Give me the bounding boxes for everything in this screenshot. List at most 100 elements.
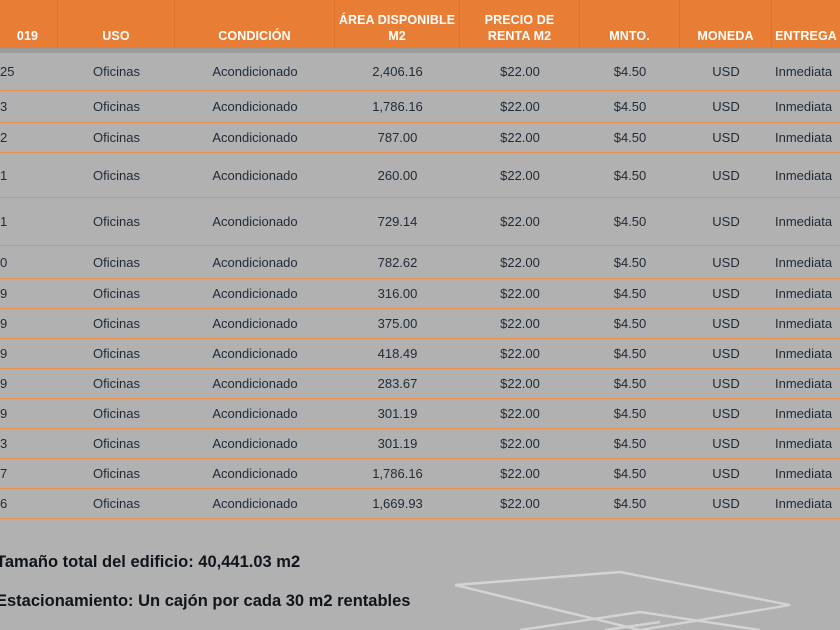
table-row[interactable]: 3 Oficinas Acondicionado 301.19 $22.00 $4.50 U… <box>0 429 840 459</box>
cell-piso: 1 <box>0 167 8 183</box>
cell-condicion: Acondicionado <box>212 316 298 331</box>
cell-condicion: Acondicionado <box>212 406 298 421</box>
cell-area: 283.67 <box>377 376 418 391</box>
cell-uso: Oficinas <box>93 496 140 511</box>
cell-piso: 9 <box>0 346 8 361</box>
cell-moneda: USD <box>712 254 740 270</box>
cell-piso: 9 <box>0 376 8 391</box>
cell-mnto: $4.50 <box>613 436 647 451</box>
table-header-row: 019 USO CONDICIÓN ÁREA DISPONIBLE M2 PRE… <box>0 0 840 48</box>
availability-table: 019 USO CONDICIÓN ÁREA DISPONIBLE M2 PRE… <box>0 0 840 519</box>
cell-piso: 3 <box>0 436 8 451</box>
table-row[interactable]: 1 Oficinas Acondicionado 729.14 $22.00 $4.50 U… <box>0 198 840 246</box>
cell-precio: $22.00 <box>500 214 540 229</box>
cell-precio: $22.00 <box>500 466 540 481</box>
cell-piso: 2 <box>0 130 8 145</box>
cell-mnto: $4.50 <box>613 214 647 229</box>
cell-condicion: Acondicionado <box>212 286 298 301</box>
note-parking: Estacionamiento: Un cajón por cada 30 m2… <box>0 592 411 610</box>
column-header-uso[interactable]: USO <box>58 0 175 47</box>
cell-entrega: Inmediata <box>775 64 833 79</box>
cell-condicion: Acondicionado <box>212 167 298 183</box>
cell-entrega: Inmediata <box>775 254 833 270</box>
cell-area: 316.00 <box>377 286 418 301</box>
table-row[interactable]: 9 Oficinas Acondicionado 301.19 $22.00 $4.50 U… <box>0 399 840 429</box>
cell-entrega: Inmediata <box>775 99 833 114</box>
cell-piso: 1 <box>0 214 8 229</box>
cell-precio: $22.00 <box>500 99 540 114</box>
cell-piso: 3 <box>0 99 8 114</box>
table-row[interactable]: 6 Oficinas Acondicionado 1,669.93 $22.00 $4.5… <box>0 489 840 519</box>
cell-moneda: USD <box>712 346 740 361</box>
cell-mnto: $4.50 <box>613 496 647 511</box>
cell-precio: $22.00 <box>500 436 540 451</box>
cell-uso: Oficinas <box>93 99 140 114</box>
column-header-entrega[interactable]: ENTREGA <box>775 29 837 43</box>
cell-uso: Oficinas <box>93 167 140 183</box>
cell-moneda: USD <box>712 167 740 183</box>
cell-mnto: $4.50 <box>613 346 647 361</box>
cell-moneda: USD <box>712 436 740 451</box>
cell-mnto: $4.50 <box>613 130 647 145</box>
cell-entrega: Inmediata <box>775 376 833 391</box>
table-row[interactable]: 0 Oficinas Acondicionado 782.62 $22.00 $4.50 U… <box>0 246 840 279</box>
building-notes: Tamaño total del edificio: 40,441.03 m2 … <box>0 552 840 611</box>
column-header-moneda[interactable]: MONEDA <box>680 0 772 47</box>
column-header-condicion[interactable]: CONDICIÓN <box>175 0 335 47</box>
cell-mnto: $4.50 <box>613 167 647 183</box>
cell-piso: 0 <box>0 254 8 270</box>
cell-precio: $22.00 <box>500 376 540 391</box>
cell-moneda: USD <box>712 406 740 421</box>
cell-condicion: Acondicionado <box>212 376 298 391</box>
table-row[interactable]: 2 Oficinas Acondicionado 787.00 $22.00 $4.50 U… <box>0 123 840 153</box>
cell-area: 787.00 <box>377 130 418 145</box>
cell-condicion: Acondicionado <box>212 436 298 451</box>
cell-piso: 7 <box>0 466 8 481</box>
cell-condicion: Acondicionado <box>212 254 298 270</box>
column-header-area-disponible[interactable]: ÁREA DISPONIBLE M2 <box>335 0 460 47</box>
table-row[interactable]: 25 Oficinas Acondicionado 2,406.16 $22.00 $4.… <box>0 53 840 91</box>
cell-entrega: Inmediata <box>775 167 833 183</box>
cell-mnto: $4.50 <box>613 64 647 79</box>
cell-entrega: Inmediata <box>775 130 833 145</box>
cell-condicion: Acondicionado <box>212 496 298 511</box>
cell-precio: $22.00 <box>500 406 540 421</box>
table-body: 25 Oficinas Acondicionado 2,406.16 $22.00 $4.… <box>0 53 840 519</box>
cell-condicion: Acondicionado <box>212 130 298 145</box>
cell-moneda: USD <box>712 99 740 114</box>
cell-mnto: $4.50 <box>613 466 647 481</box>
cell-entrega: Inmediata <box>775 406 833 421</box>
cell-entrega: Inmediata <box>775 436 833 451</box>
table-row[interactable]: 9 Oficinas Acondicionado 418.49 $22.00 $4.50 U… <box>0 339 840 369</box>
cell-condicion: Acondicionado <box>212 346 298 361</box>
cell-condicion: Acondicionado <box>212 466 298 481</box>
table-row[interactable]: 9 Oficinas Acondicionado 283.67 $22.00 $4.50 U… <box>0 369 840 399</box>
column-header-mnto[interactable]: MNTO. <box>580 0 680 47</box>
table-row[interactable]: 9 Oficinas Acondicionado 316.00 $22.00 $4.50 U… <box>0 279 840 309</box>
cell-area: 729.14 <box>377 214 418 229</box>
column-header-piso[interactable]: 019 <box>0 0 58 47</box>
cell-moneda: USD <box>712 496 740 511</box>
cell-precio: $22.00 <box>500 496 540 511</box>
cell-entrega: Inmediata <box>775 496 833 511</box>
cell-area: 1,786.16 <box>372 466 423 481</box>
cell-area: 418.49 <box>377 346 418 361</box>
cell-precio: $22.00 <box>500 286 540 301</box>
table-row[interactable]: 3 Oficinas Acondicionado 1,786.16 $22.00 $4.5… <box>0 91 840 123</box>
cell-uso: Oficinas <box>93 406 140 421</box>
column-header-precio-renta[interactable]: PRECIO DE RENTA M2 <box>460 0 580 47</box>
cell-area: 301.19 <box>377 436 418 451</box>
table-row[interactable]: 9 Oficinas Acondicionado 375.00 $22.00 $4.50 U… <box>0 309 840 339</box>
cell-area: 301.19 <box>377 406 418 421</box>
cell-entrega: Inmediata <box>775 214 833 229</box>
cell-piso: 9 <box>0 316 8 331</box>
cell-condicion: Acondicionado <box>212 99 298 114</box>
cell-condicion: Acondicionado <box>212 214 298 229</box>
table-row[interactable]: 7 Oficinas Acondicionado 1,786.16 $22.00 $4.5… <box>0 459 840 489</box>
cell-mnto: $4.50 <box>613 254 647 270</box>
cell-uso: Oficinas <box>93 254 140 270</box>
cell-entrega: Inmediata <box>775 466 833 481</box>
table-row[interactable]: 1 Oficinas Acondicionado 260.00 $22.00 $4.50 U… <box>0 153 840 198</box>
note-building-size: Tamaño total del edificio: 40,441.03 m2 <box>0 553 301 571</box>
